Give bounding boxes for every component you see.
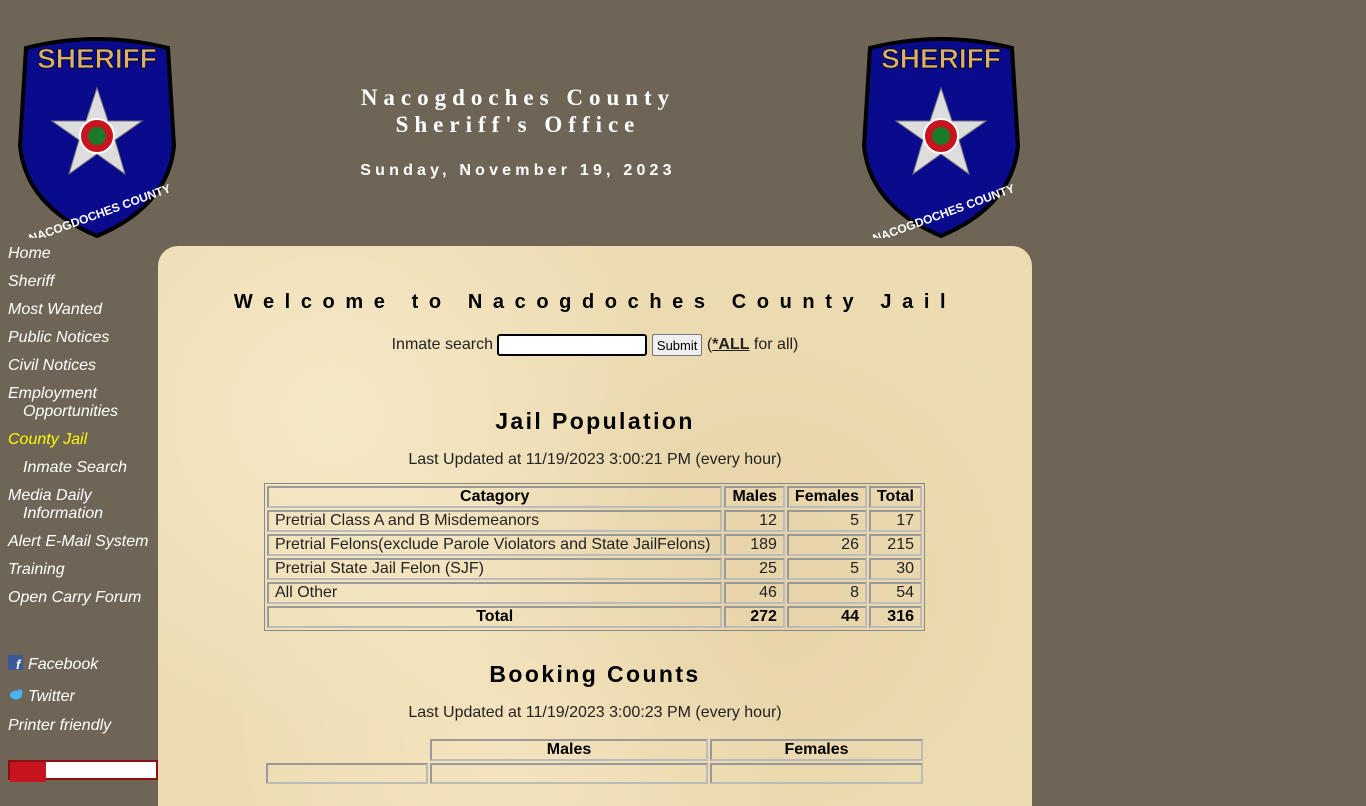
nav-home[interactable]: Home <box>8 245 51 262</box>
population-updated: Last Updated at 11/19/2023 3:00:21 PM (e… <box>408 451 782 468</box>
nav-employment[interactable]: Employment Opportunities <box>8 384 158 430</box>
title-line-2: Sheriff's Office <box>395 112 641 137</box>
nav-civil-notices[interactable]: Civil Notices <box>8 357 97 374</box>
search-label: Inmate search <box>391 336 493 354</box>
nav-public-notices[interactable]: Public Notices <box>8 329 110 346</box>
nav-training[interactable]: Training <box>8 561 65 578</box>
booking-cell <box>266 763 428 784</box>
booking-cell <box>710 763 923 784</box>
booking-updated: Last Updated at 11/19/2023 3:00:23 PM (e… <box>408 704 782 721</box>
cell-category: Pretrial Class A and B Misdemeanors <box>267 510 723 532</box>
booking-cell <box>430 763 708 784</box>
cell-total: 54 <box>868 582 922 604</box>
total-males: 272 <box>724 606 785 628</box>
cell-category: All Other <box>267 582 723 604</box>
nav-media-daily[interactable]: Media Daily Information <box>8 486 158 532</box>
header-males: Males <box>724 486 785 508</box>
table-row: Pretrial Class A and B Misdemeanors 12 5 17 <box>267 510 922 532</box>
cell-females: 8 <box>786 582 867 604</box>
booking-counts-heading: Booking Counts <box>489 661 701 687</box>
sheriff-badge-logo-right: SHERIFF NACOGDOCHES COUNTY <box>862 37 1020 238</box>
booking-header-females: Females <box>710 739 923 761</box>
cell-males: 25 <box>724 558 785 580</box>
svg-text:f: f <box>16 657 22 670</box>
nav-twitter[interactable]: Twitter <box>8 686 158 716</box>
nav-media-line1: Media Daily <box>8 487 92 504</box>
total-label: Total <box>267 606 723 628</box>
table-row: Pretrial Felons(exclude Parole Violators… <box>267 534 922 556</box>
nav-county-jail[interactable]: County Jail <box>8 431 88 448</box>
booking-counts-table: Males Females <box>264 737 925 786</box>
table-row: Pretrial State Jail Felon (SJF) 25 5 30 <box>267 558 922 580</box>
header-category: Catagory <box>267 486 723 508</box>
table-row: All Other 46 8 54 <box>267 582 922 604</box>
current-date: Sunday, November 19, 2023 <box>360 162 676 179</box>
submit-button[interactable]: Submit <box>651 334 703 356</box>
nav-media-line2: Information <box>23 505 104 522</box>
jail-population-table: Catagory Males Females Total Pretrial Class… <box>264 483 925 631</box>
cell-category: Pretrial State Jail Felon (SJF) <box>267 558 723 580</box>
twitter-icon <box>10 689 23 700</box>
nav-most-wanted[interactable]: Most Wanted <box>8 301 102 318</box>
booking-header-row: Males Females <box>266 739 923 761</box>
nav-inmate-search[interactable]: Inmate Search <box>23 459 128 476</box>
sheriff-badge-logo-left: SHERIFF NACOGDOCHES COUNTY <box>18 37 176 238</box>
welcome-heading: Welcome to Nacogdoches County Jail <box>233 291 957 313</box>
cell-females: 5 <box>786 558 867 580</box>
cell-total: 17 <box>868 510 922 532</box>
cell-females: 26 <box>786 534 867 556</box>
twitter-label: Twitter <box>28 688 75 705</box>
total-row: Total 272 44 316 <box>267 606 922 628</box>
all-suffix: for all) <box>749 336 799 354</box>
bottom-widget[interactable] <box>8 760 158 782</box>
booking-header-blank <box>266 739 428 761</box>
site-title: Nacogdoches County Sheriff's Office <box>300 84 736 138</box>
cell-males: 12 <box>724 510 785 532</box>
jail-population-heading: Jail Population <box>495 408 695 434</box>
booking-header-males: Males <box>430 739 708 761</box>
all-prefix: ( <box>706 336 713 354</box>
nav-sheriff[interactable]: Sheriff <box>8 273 55 290</box>
table-header-row: Catagory Males Females Total <box>267 486 922 508</box>
nav-employment-line1: Employment <box>8 385 97 402</box>
cell-males: 46 <box>724 582 785 604</box>
facebook-label: Facebook <box>28 656 99 673</box>
cell-category: Pretrial Felons(exclude Parole Violators… <box>267 534 723 556</box>
nav-employment-line2: Opportunities <box>23 403 119 420</box>
cell-total: 215 <box>868 534 922 556</box>
booking-row <box>266 763 923 784</box>
nav-open-carry[interactable]: Open Carry Forum <box>8 589 142 606</box>
header-total: Total <box>868 486 922 508</box>
total-total: 316 <box>868 606 922 628</box>
inmate-search-input[interactable] <box>497 334 648 356</box>
title-line-1: Nacogdoches County <box>360 85 676 110</box>
cell-females: 5 <box>786 510 867 532</box>
content-panel: Welcome to Nacogdoches County Jail Inmat… <box>158 246 1032 806</box>
nav-alert-email[interactable]: Alert E-Mail System <box>8 533 149 550</box>
header-females: Females <box>786 486 867 508</box>
svg-text:SHERIFF: SHERIFF <box>37 43 157 74</box>
cell-total: 30 <box>868 558 922 580</box>
nav-facebook[interactable]: f Facebook <box>8 654 158 686</box>
nav-printer-friendly[interactable]: Printer friendly <box>8 717 112 734</box>
total-females: 44 <box>786 606 867 628</box>
sidebar-nav: Home Sheriff Most Wanted Public Notices … <box>8 244 158 744</box>
inmate-search-form: Inmate search Submit (*ALL for all) <box>158 334 1032 356</box>
cell-males: 189 <box>724 534 785 556</box>
facebook-icon: f <box>8 655 23 670</box>
all-inmates-link[interactable]: *ALL <box>712 336 750 354</box>
svg-text:SHERIFF: SHERIFF <box>881 43 1001 74</box>
